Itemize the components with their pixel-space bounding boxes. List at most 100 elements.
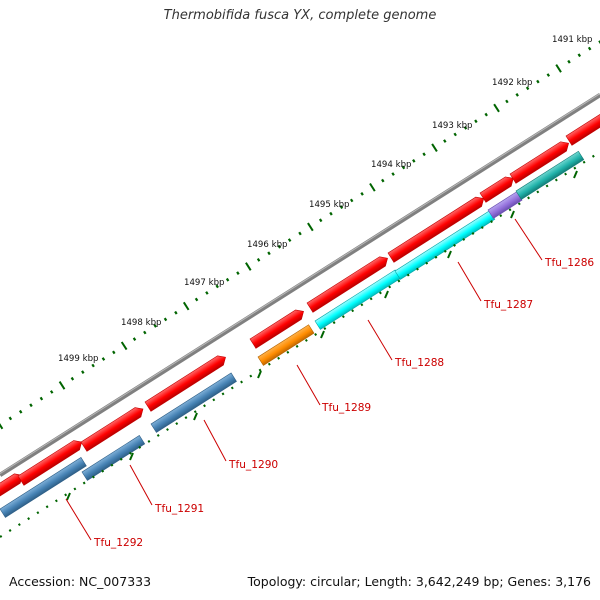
gene-bar-tfu-1292[interactable] — [0, 457, 87, 518]
gene-bar-tfu-1290[interactable] — [150, 372, 237, 433]
ruler-minor-tick — [443, 139, 447, 143]
inner-major-tick — [257, 370, 262, 379]
ruler-label-1491: 1491 kbp — [552, 35, 593, 45]
gene-label-leaders — [65, 218, 543, 541]
ruler-minor-tick — [39, 396, 44, 401]
ruler-label-1497: 1497 kbp — [184, 278, 225, 288]
leader-line-tfu-1290 — [203, 419, 227, 462]
inner-major-tick — [320, 330, 325, 339]
ruler-minor-tick — [194, 297, 199, 302]
gene-bar-tfu-1289[interactable] — [257, 324, 315, 366]
inner-minor-ticks — [0, 151, 600, 538]
ruler-minor-tick — [236, 271, 240, 275]
inner-major-tick — [384, 290, 389, 299]
leader-line-tfu-1288 — [367, 319, 393, 361]
forward-cds-arrow — [306, 256, 388, 313]
gene-label-tfu-1292[interactable]: Tfu_1292 — [93, 537, 143, 549]
ruler-label-1495: 1495 kbp — [309, 200, 350, 210]
ruler-label-1493: 1493 kbp — [432, 121, 473, 131]
forward-cds-arrow — [249, 309, 304, 349]
ruler-minor-tick — [329, 211, 333, 216]
ruler-minor-tick — [546, 73, 551, 77]
forward-cds-arrow — [17, 440, 83, 486]
leader-line-tfu-1289 — [296, 364, 321, 406]
ruler-minor-tick — [401, 165, 406, 170]
gene-label-tfu-1291[interactable]: Tfu_1291 — [154, 503, 204, 515]
ruler-major-tick — [0, 423, 4, 430]
inner-major-tick — [447, 250, 452, 259]
forward-cds-arrow — [144, 355, 226, 412]
ruler-minor-tick — [174, 310, 178, 315]
ruler-minor-tick — [91, 363, 95, 368]
gene-labels: Tfu_1292 Tfu_1291 Tfu_1290 Tfu_1289 Tfu_… — [93, 257, 594, 549]
ruler-minor-tick — [298, 231, 302, 236]
ruler-minor-tick — [81, 370, 85, 374]
ruler-major-tick — [431, 143, 438, 152]
ruler-minor-tick — [153, 324, 157, 328]
gene-label-tfu-1286[interactable]: Tfu_1286 — [544, 257, 594, 269]
reverse-strand-track — [0, 150, 585, 518]
inner-major-tick — [129, 452, 134, 461]
ruler-minor-tick — [225, 277, 230, 282]
ruler-label-1499: 1499 kbp — [58, 354, 99, 364]
ruler-minor-tick — [277, 244, 282, 249]
genome-summary-text: Topology: circular; Length: 3,642,249 bp… — [247, 574, 591, 589]
forward-cds-arrow — [80, 407, 144, 452]
gene-label-tfu-1289[interactable]: Tfu_1289 — [321, 402, 371, 414]
ruler-minor-tick — [536, 79, 540, 84]
map-title: Thermobifida fusca YX, complete genome — [163, 8, 437, 23]
forward-cds-arrow — [509, 141, 569, 184]
ruler-minor-tick — [143, 330, 147, 335]
ruler-minor-tick — [163, 317, 168, 322]
leader-line-tfu-1287 — [457, 261, 482, 302]
forward-cds-arrow — [565, 103, 600, 146]
accession-text: Accession: NC_007333 — [9, 574, 152, 589]
ruler-minor-tick — [349, 198, 354, 203]
ruler-minor-tick — [453, 132, 457, 137]
ruler-minor-tick — [515, 93, 519, 97]
ruler-minor-tick — [112, 350, 116, 355]
gene-label-tfu-1290[interactable]: Tfu_1290 — [228, 459, 278, 471]
gene-label-tfu-1288[interactable]: Tfu_1288 — [394, 357, 444, 369]
genome-backbone — [0, 93, 600, 477]
ruler-major-tick — [307, 222, 314, 232]
ruler-minor-tick — [339, 205, 344, 209]
ruler-minor-tick — [132, 337, 137, 341]
leader-line-tfu-1286 — [514, 218, 543, 261]
ruler-minor-tick — [29, 403, 33, 408]
ruler-minor-tick — [412, 159, 416, 163]
ruler-major-tick — [182, 301, 190, 311]
ruler-minor-tick — [381, 178, 385, 183]
ruler-minor-tick — [215, 284, 219, 289]
ruler-label-1494: 1494 kbp — [371, 160, 412, 170]
forward-cds-arrow — [479, 176, 514, 203]
ruler-minor-tick — [422, 152, 426, 157]
ruler-minor-tick — [360, 192, 364, 196]
ruler-minor-tick — [484, 112, 488, 117]
ruler-minor-tick — [8, 416, 13, 421]
ruler-ticks — [0, 40, 600, 430]
ruler-minor-tick — [49, 390, 54, 394]
reverse-feature-bar — [515, 150, 585, 200]
inner-major-tick — [573, 170, 578, 179]
ruler-minor-tick — [567, 59, 571, 64]
ruler-minor-tick — [505, 99, 509, 104]
ruler-major-tick — [555, 64, 562, 73]
gene-bar-tfu-1287[interactable] — [394, 210, 496, 280]
ruler-minor-tick — [287, 238, 292, 243]
ruler-major-tick — [120, 341, 128, 351]
leader-line-tfu-1291 — [129, 464, 153, 506]
gene-label-tfu-1287[interactable]: Tfu_1287 — [483, 299, 533, 311]
ruler-label-1498: 1498 kbp — [121, 318, 162, 328]
ruler-minor-tick — [463, 126, 468, 130]
ruler-label-1496: 1496 kbp — [247, 240, 288, 250]
ruler-minor-tick — [598, 40, 600, 44]
gene-bar-tfu-1291[interactable] — [81, 435, 146, 481]
ruler-minor-tick — [474, 119, 478, 124]
gene-bar-tfu-1286[interactable] — [487, 191, 523, 219]
ruler-minor-tick — [101, 357, 106, 361]
ruler-minor-tick — [205, 291, 209, 295]
leader-line-tfu-1292 — [65, 498, 92, 541]
